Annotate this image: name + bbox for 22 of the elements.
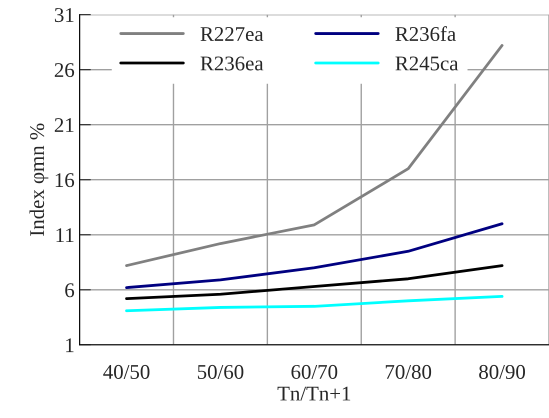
- line-series: [125, 44, 504, 267]
- x-tick-label: 60/70: [291, 364, 338, 379]
- y-tick-label: 16: [56, 173, 74, 188]
- y-tick-label: 11: [56, 228, 74, 242]
- y-tick-label: 31: [54, 8, 74, 22]
- x-tick-label: 70/80: [386, 364, 432, 379]
- y-tick-label: 1: [66, 338, 74, 352]
- legend-label: R236ea: [200, 56, 264, 70]
- y-axis-title: Index φmn %: [29, 124, 48, 236]
- line-series: [125, 222, 504, 289]
- y-tick-label: 21: [54, 118, 74, 132]
- x-tick-label: 80/90: [479, 364, 525, 379]
- x-tick-label: 50/60: [198, 364, 244, 379]
- y-tick-label: 26: [54, 63, 74, 78]
- y-tick-label: 6: [65, 283, 74, 298]
- legend-label: R236fa: [395, 26, 456, 42]
- legend-label: R227ea: [200, 27, 264, 42]
- x-axis-title: Tn/Tn+1: [278, 386, 350, 401]
- legend-label: R245ca: [395, 56, 458, 70]
- x-tick-label: 40/50: [103, 364, 150, 379]
- line-series: [125, 295, 504, 312]
- line-series: [125, 264, 504, 300]
